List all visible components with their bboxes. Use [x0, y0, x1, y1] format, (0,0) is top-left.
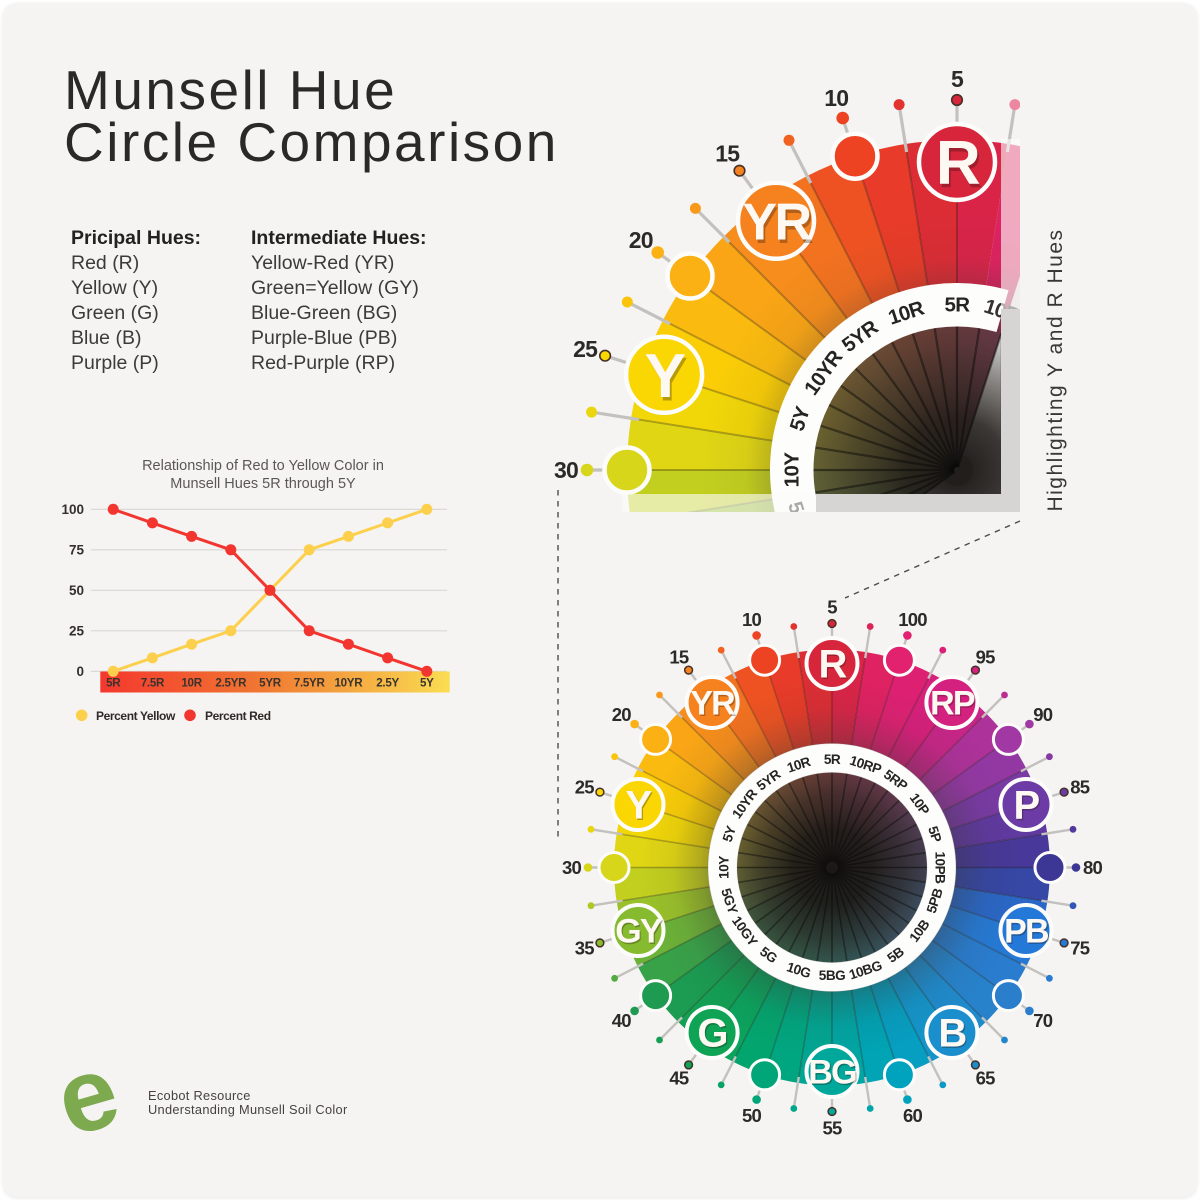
svg-text:R: R [938, 133, 982, 202]
svg-text:5R: 5R [824, 752, 841, 767]
svg-text:YR: YR [691, 686, 736, 724]
svg-text:Percent Yellow: Percent Yellow [96, 709, 176, 723]
svg-text:5R: 5R [944, 294, 970, 317]
svg-text:10YR: 10YR [334, 677, 363, 690]
svg-text:YR: YR [744, 197, 813, 255]
svg-text:e: e [44, 1032, 131, 1158]
svg-text:Y: Y [627, 785, 654, 829]
svg-text:Understanding Munsell Soil Col: Understanding Munsell Soil Color [148, 1102, 348, 1117]
svg-text:G: G [699, 1013, 728, 1057]
svg-text:2.5YR: 2.5YR [215, 677, 247, 690]
svg-text:20: 20 [629, 227, 653, 253]
svg-text:R: R [936, 129, 980, 198]
svg-text:5YR: 5YR [259, 677, 282, 690]
svg-text:15: 15 [715, 141, 740, 167]
svg-text:R: R [820, 644, 849, 688]
svg-text:50: 50 [69, 583, 84, 598]
svg-text:P: P [1014, 784, 1040, 828]
svg-text:5: 5 [951, 66, 964, 92]
svg-text:40: 40 [612, 1010, 631, 1031]
svg-text:45: 45 [669, 1068, 688, 1089]
svg-text:10Y: 10Y [781, 452, 804, 488]
svg-text:GY: GY [615, 913, 663, 951]
svg-text:90: 90 [1033, 704, 1052, 725]
svg-text:10R: 10R [181, 677, 202, 690]
svg-text:60: 60 [903, 1105, 922, 1126]
svg-text:7.5YR: 7.5YR [294, 677, 326, 690]
svg-text:Y: Y [645, 342, 686, 411]
svg-text:5Y: 5Y [720, 824, 739, 844]
svg-text:G: G [697, 1012, 726, 1056]
svg-text:Relationship of Red to Yellow: Relationship of Red to Yellow Color in [142, 458, 384, 474]
svg-text:5R: 5R [106, 677, 121, 690]
svg-text:GY: GY [616, 914, 664, 952]
svg-text:BG: BG [808, 1054, 856, 1092]
svg-text:75: 75 [69, 542, 85, 557]
svg-text:20: 20 [612, 704, 631, 725]
svg-text:30: 30 [562, 857, 581, 878]
svg-text:50: 50 [742, 1105, 761, 1126]
svg-text:85: 85 [1070, 777, 1089, 798]
svg-text:5P: 5P [925, 824, 944, 844]
svg-text:Y: Y [626, 784, 653, 828]
svg-text:10PB: 10PB [933, 851, 948, 884]
svg-text:95: 95 [976, 646, 995, 667]
svg-text:10: 10 [824, 85, 848, 111]
svg-text:2.5Y: 2.5Y [376, 677, 399, 690]
svg-text:35: 35 [575, 938, 594, 959]
svg-text:70: 70 [1033, 1010, 1052, 1031]
svg-text:B: B [938, 1012, 966, 1056]
svg-text:55: 55 [823, 1118, 842, 1139]
svg-text:PB: PB [1005, 914, 1050, 952]
svg-text:Highlighting Y and R Hues: Highlighting Y and R Hues [1044, 228, 1067, 511]
svg-text:B: B [940, 1013, 968, 1057]
svg-text:Ecobot Resource: Ecobot Resource [148, 1088, 251, 1103]
svg-text:10R: 10R [785, 754, 813, 776]
svg-text:5Y: 5Y [420, 677, 434, 690]
svg-text:65: 65 [976, 1068, 995, 1089]
svg-text:RP: RP [931, 686, 976, 724]
svg-text:100: 100 [898, 609, 927, 630]
svg-text:25: 25 [575, 777, 594, 798]
svg-text:5BG: 5BG [819, 968, 845, 983]
svg-text:BG: BG [809, 1055, 857, 1093]
svg-text:YR: YR [690, 685, 735, 723]
svg-text:10: 10 [742, 609, 761, 630]
svg-text:80: 80 [1083, 857, 1102, 878]
svg-text:YR: YR [742, 193, 811, 251]
svg-text:100: 100 [61, 502, 84, 517]
svg-text:RP: RP [930, 685, 975, 723]
svg-text:30: 30 [554, 457, 578, 483]
svg-text:5: 5 [827, 597, 837, 618]
svg-text:Y: Y [646, 345, 687, 414]
svg-text:P: P [1015, 785, 1041, 829]
svg-text:PB: PB [1004, 913, 1049, 951]
svg-text:Percent Red: Percent Red [205, 709, 271, 723]
svg-text:10G: 10G [785, 959, 813, 981]
svg-text:15: 15 [669, 646, 688, 667]
svg-text:10Y: 10Y [717, 856, 732, 879]
svg-text:25: 25 [573, 336, 598, 362]
svg-text:75: 75 [1070, 938, 1089, 959]
svg-text:R: R [818, 643, 847, 687]
svg-text:25: 25 [69, 623, 85, 638]
svg-text:Munsell Hues 5R through 5Y: Munsell Hues 5R through 5Y [170, 476, 356, 492]
svg-text:7.5R: 7.5R [141, 677, 165, 690]
svg-text:0: 0 [76, 664, 84, 679]
